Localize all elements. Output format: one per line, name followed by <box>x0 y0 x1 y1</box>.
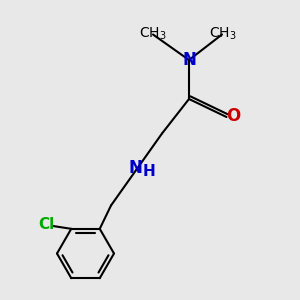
Text: CH$_3$: CH$_3$ <box>209 26 236 42</box>
Text: CH$_3$: CH$_3$ <box>139 26 166 42</box>
Text: Cl: Cl <box>38 218 55 232</box>
Text: N: N <box>182 51 196 69</box>
Text: O: O <box>226 107 240 125</box>
Text: N: N <box>129 159 143 177</box>
Text: H: H <box>143 164 155 179</box>
